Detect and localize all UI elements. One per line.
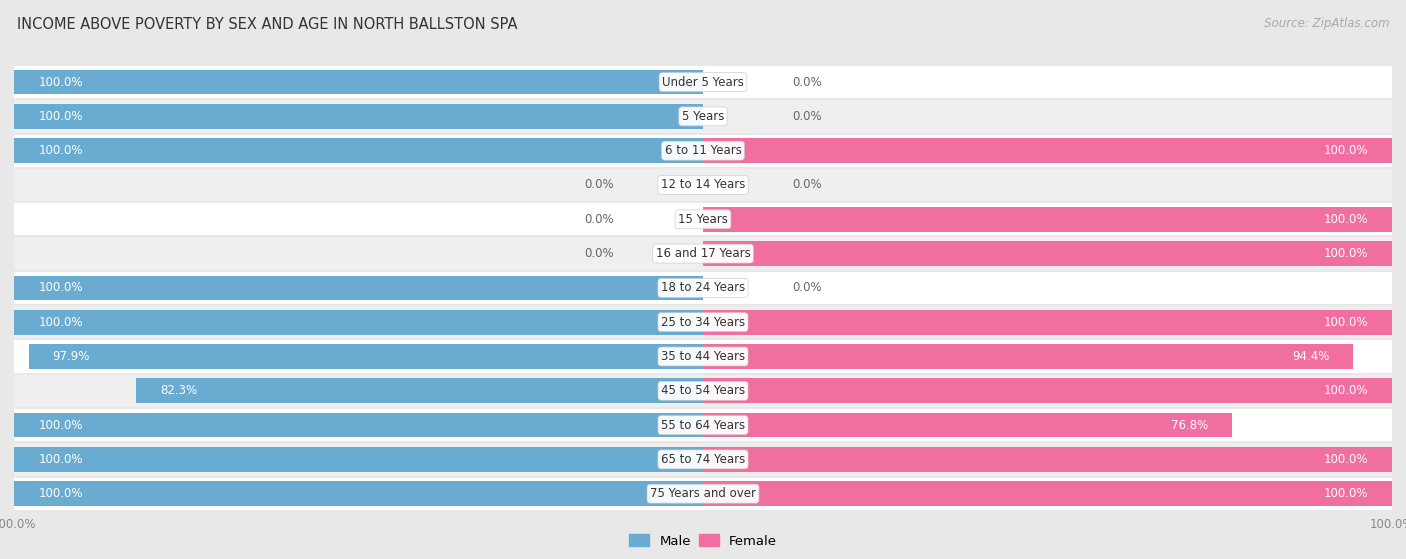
Text: 100.0%: 100.0% [1323, 213, 1368, 226]
Text: 100.0%: 100.0% [38, 110, 83, 123]
Text: 75 Years and over: 75 Years and over [650, 487, 756, 500]
Text: 25 to 34 Years: 25 to 34 Years [661, 316, 745, 329]
Bar [14, 202, 1392, 236]
Bar [14, 476, 1392, 511]
Text: 100.0%: 100.0% [38, 144, 83, 157]
Bar [703, 207, 1392, 231]
Bar [703, 138, 1392, 163]
Text: 76.8%: 76.8% [1171, 419, 1208, 432]
Bar [703, 344, 1354, 369]
Bar [14, 339, 1392, 373]
Text: 100.0%: 100.0% [38, 453, 83, 466]
Text: 0.0%: 0.0% [793, 75, 823, 88]
Text: 0.0%: 0.0% [793, 281, 823, 295]
Text: Source: ZipAtlas.com: Source: ZipAtlas.com [1264, 17, 1389, 30]
Text: 100.0%: 100.0% [1323, 316, 1368, 329]
Text: 0.0%: 0.0% [793, 110, 823, 123]
Text: 100.0%: 100.0% [38, 281, 83, 295]
Bar [14, 168, 1392, 202]
Bar [14, 373, 1392, 408]
Text: 15 Years: 15 Years [678, 213, 728, 226]
Text: 94.4%: 94.4% [1292, 350, 1329, 363]
Text: 100.0%: 100.0% [38, 419, 83, 432]
Bar [703, 481, 1392, 506]
Text: 97.9%: 97.9% [52, 350, 90, 363]
Bar [14, 442, 1392, 476]
Bar [14, 481, 703, 506]
Text: 55 to 64 Years: 55 to 64 Years [661, 419, 745, 432]
Bar [14, 138, 703, 163]
Text: 82.3%: 82.3% [160, 384, 197, 397]
Text: 45 to 54 Years: 45 to 54 Years [661, 384, 745, 397]
Bar [14, 100, 1392, 134]
Bar [703, 378, 1392, 403]
Text: 100.0%: 100.0% [1323, 384, 1368, 397]
Bar [14, 310, 703, 334]
Text: INCOME ABOVE POVERTY BY SEX AND AGE IN NORTH BALLSTON SPA: INCOME ABOVE POVERTY BY SEX AND AGE IN N… [17, 17, 517, 32]
Text: 100.0%: 100.0% [38, 487, 83, 500]
Text: 65 to 74 Years: 65 to 74 Years [661, 453, 745, 466]
Bar [14, 104, 703, 129]
Text: 100.0%: 100.0% [1323, 144, 1368, 157]
Bar [14, 305, 1392, 339]
Bar [14, 276, 703, 300]
Text: 6 to 11 Years: 6 to 11 Years [665, 144, 741, 157]
Bar [14, 271, 1392, 305]
Text: 12 to 14 Years: 12 to 14 Years [661, 178, 745, 192]
Bar [703, 310, 1392, 334]
Text: 35 to 44 Years: 35 to 44 Years [661, 350, 745, 363]
Text: 0.0%: 0.0% [793, 178, 823, 192]
Text: 100.0%: 100.0% [38, 316, 83, 329]
Bar [14, 236, 1392, 271]
Text: 0.0%: 0.0% [583, 213, 613, 226]
Bar [14, 134, 1392, 168]
Text: 18 to 24 Years: 18 to 24 Years [661, 281, 745, 295]
Bar [28, 344, 703, 369]
Text: 100.0%: 100.0% [1323, 487, 1368, 500]
Text: 5 Years: 5 Years [682, 110, 724, 123]
Bar [703, 413, 1232, 438]
Bar [703, 241, 1392, 266]
Text: 100.0%: 100.0% [1323, 247, 1368, 260]
Text: 16 and 17 Years: 16 and 17 Years [655, 247, 751, 260]
Bar [14, 408, 1392, 442]
Text: 0.0%: 0.0% [583, 178, 613, 192]
Legend: Male, Female: Male, Female [624, 529, 782, 553]
Bar [14, 413, 703, 438]
Text: 100.0%: 100.0% [38, 75, 83, 88]
Bar [14, 70, 703, 94]
Bar [136, 378, 703, 403]
Text: Under 5 Years: Under 5 Years [662, 75, 744, 88]
Text: 100.0%: 100.0% [1323, 453, 1368, 466]
Text: 0.0%: 0.0% [583, 247, 613, 260]
Bar [14, 447, 703, 472]
Bar [703, 447, 1392, 472]
Bar [14, 65, 1392, 100]
